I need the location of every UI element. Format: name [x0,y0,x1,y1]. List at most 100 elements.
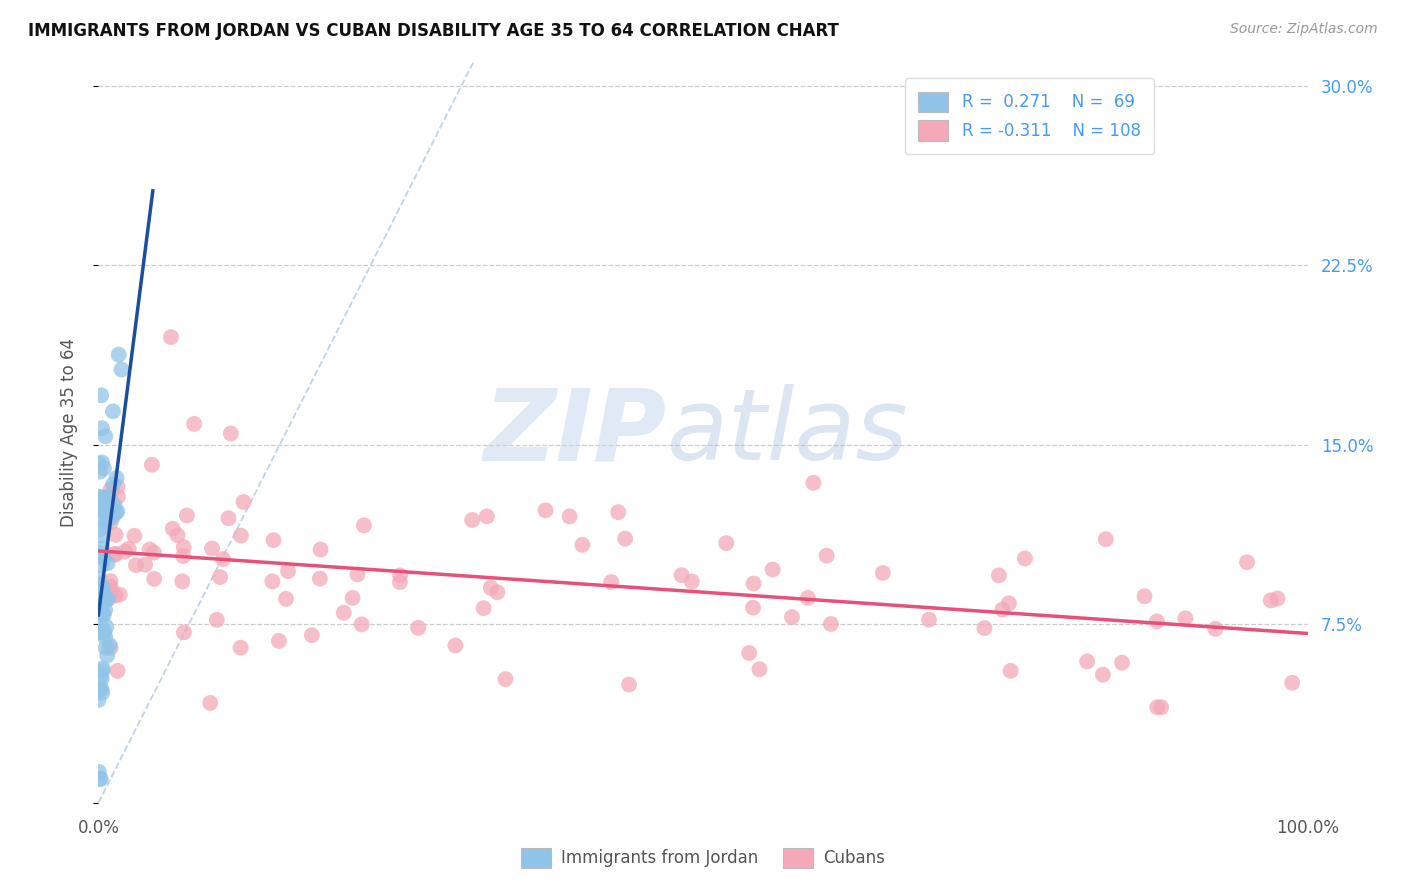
Point [90,490,112,504]
Point [91,606,114,620]
Point [301,628,323,642]
Point [91,625,114,640]
Point [89,465,111,479]
Point [91,541,114,556]
Point [388,575,411,590]
Point [183,417,205,431]
Point [389,568,412,582]
Point [100,488,122,502]
Point [232,495,254,509]
Point [91,514,114,528]
Point [998,596,1021,610]
Point [262,533,284,548]
Point [1174,611,1197,625]
Point [94,491,117,505]
Point [350,617,373,632]
Point [87,457,110,471]
Point [173,540,195,554]
Point [90,388,112,402]
Text: atlas: atlas [666,384,908,481]
Point [614,532,637,546]
Point [104,506,127,520]
Point [173,625,195,640]
Point [93,551,115,566]
Point [87,764,110,779]
Point [89,577,111,591]
Point [780,610,803,624]
Point [274,591,297,606]
Point [479,581,502,595]
Point [93,625,115,640]
Point [205,613,228,627]
Point [93,607,115,622]
Text: ZIP: ZIP [484,384,666,481]
Point [104,548,127,562]
Point [262,574,284,589]
Point [114,544,136,558]
Text: IMMIGRANTS FROM JORDAN VS CUBAN DISABILITY AGE 35 TO 64 CORRELATION CHART: IMMIGRANTS FROM JORDAN VS CUBAN DISABILI… [28,22,839,40]
Point [90,528,112,542]
Point [742,576,765,591]
Point [141,458,163,472]
Point [100,483,122,497]
Point [762,562,785,576]
Point [346,567,368,582]
Point [1267,591,1289,606]
Point [172,549,194,563]
Point [571,538,593,552]
Point [100,516,122,530]
Point [1260,593,1282,607]
Point [100,580,122,594]
Point [815,549,838,563]
Point [91,607,114,621]
Point [475,509,498,524]
Text: Source: ZipAtlas.com: Source: ZipAtlas.com [1230,22,1378,37]
Point [600,574,623,589]
Point [803,475,825,490]
Point [1281,675,1303,690]
Point [90,772,112,786]
Point [991,602,1014,616]
Point [118,541,141,556]
Point [172,574,194,589]
Point [1000,664,1022,678]
Point [100,587,122,601]
Point [1133,589,1156,603]
Point [97,556,120,570]
Point [94,631,117,645]
Point [309,542,332,557]
Point [98,491,121,506]
Point [1091,667,1114,681]
Point [89,682,111,697]
Point [201,541,224,556]
Point [98,639,121,653]
Point [104,528,127,542]
Point [309,572,332,586]
Point [101,404,124,418]
Point [91,421,114,435]
Point [94,640,117,655]
Point [1204,622,1226,636]
Point [104,589,127,603]
Point [89,582,111,596]
Point [96,508,118,522]
Point [96,515,118,529]
Point [212,552,235,566]
Point [748,662,770,676]
Point [100,583,122,598]
Point [91,664,114,678]
Point [617,677,640,691]
Point [107,664,129,678]
Point [143,572,166,586]
Point [217,511,239,525]
Point [1014,551,1036,566]
Point [110,362,132,376]
Point [1076,655,1098,669]
Legend: Immigrants from Jordan, Cubans: Immigrants from Jordan, Cubans [515,841,891,875]
Point [90,607,112,622]
Point [332,606,354,620]
Point [1094,533,1116,547]
Point [94,429,117,443]
Point [89,502,111,516]
Point [105,471,128,485]
